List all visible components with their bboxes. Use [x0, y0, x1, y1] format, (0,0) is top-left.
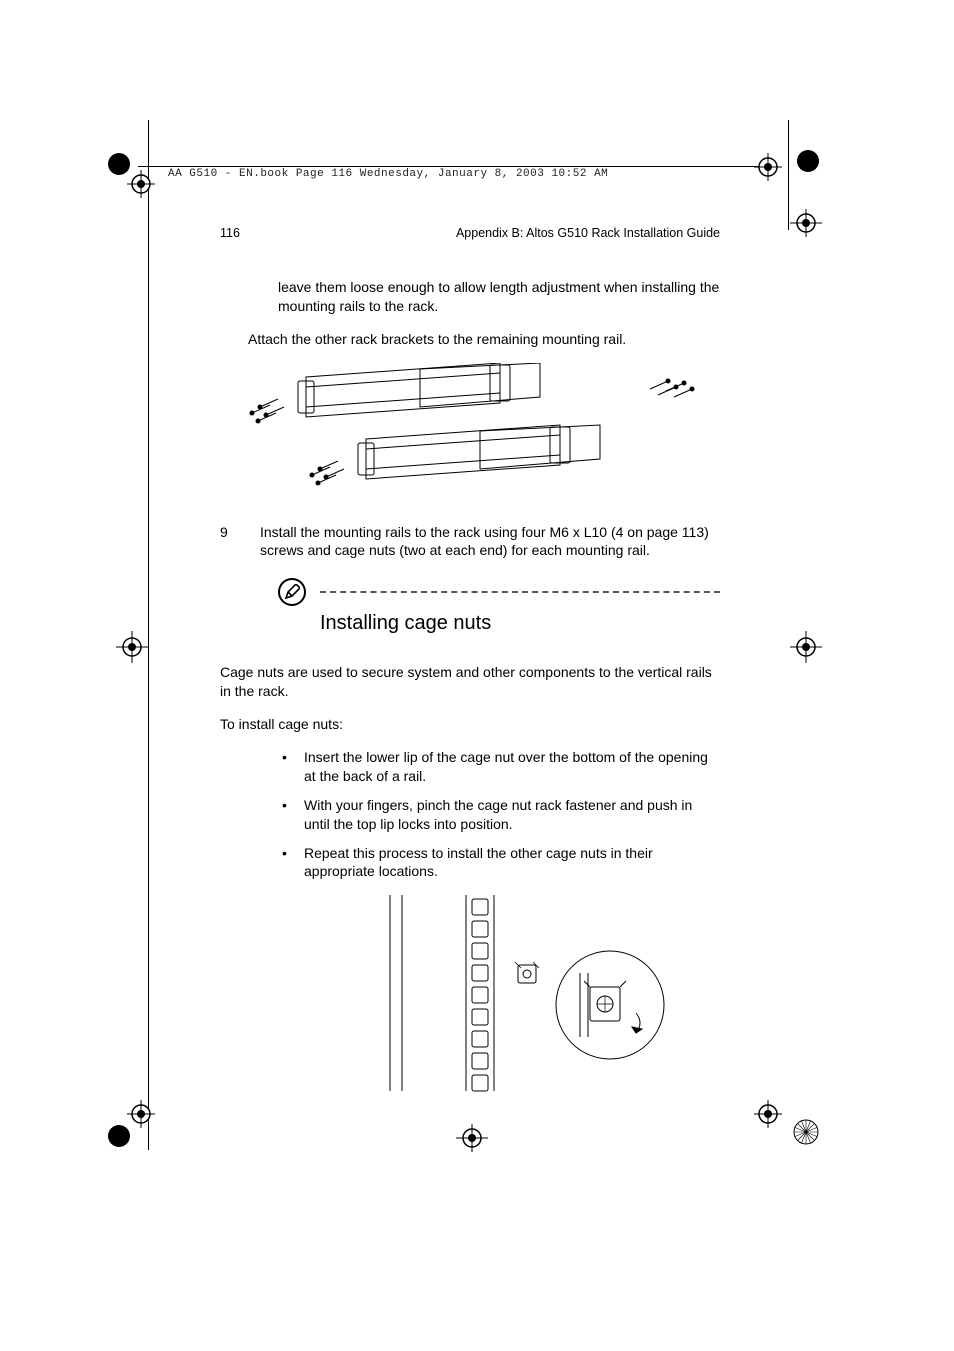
- reg-mark-mr: [786, 623, 846, 673]
- dashed-rule: [320, 591, 720, 593]
- pencil-icon: [278, 578, 306, 606]
- page: AA G510 - EN.book Page 116 Wednesday, Ja…: [0, 0, 954, 1351]
- appendix-title: Appendix B: Altos G510 Rack Installation…: [456, 225, 720, 242]
- bullet-list: Insert the lower lip of the cage nut ove…: [220, 748, 720, 881]
- para-continuation: leave them loose enough to allow length …: [220, 278, 720, 316]
- step-text: Install the mounting rails to the rack u…: [260, 523, 720, 561]
- reg-mark-tr: [750, 149, 830, 209]
- reg-mark-bl: [95, 1090, 155, 1150]
- header-bookline: AA G510 - EN.book Page 116 Wednesday, Ja…: [168, 168, 608, 180]
- reg-mark-br: [750, 1090, 840, 1160]
- note-divider: [278, 578, 720, 606]
- list-item: Insert the lower lip of the cage nut ove…: [278, 748, 720, 786]
- page-number: 116: [220, 225, 240, 242]
- para-attach: Attach the other rack brackets to the re…: [220, 330, 720, 349]
- reg-mark-ml: [98, 623, 158, 673]
- reg-mark-tr2: [786, 205, 846, 245]
- reg-mark-bc: [442, 1120, 502, 1160]
- list-item: With your fingers, pinch the cage nut ra…: [278, 796, 720, 834]
- para-cage-desc: Cage nuts are used to secure system and …: [220, 663, 720, 701]
- step-number: 9: [220, 523, 234, 561]
- para-to-install: To install cage nuts:: [220, 715, 720, 734]
- running-head: 116 Appendix B: Altos G510 Rack Installa…: [220, 225, 720, 242]
- reg-mark-tl: [95, 150, 155, 210]
- subhead-cage-nuts: Installing cage nuts: [320, 610, 720, 637]
- header-rule: [138, 166, 778, 167]
- step-9: 9 Install the mounting rails to the rack…: [220, 523, 720, 561]
- list-item: Repeat this process to install the other…: [278, 844, 720, 882]
- content-area: 116 Appendix B: Altos G510 Rack Installa…: [220, 225, 720, 1115]
- figure-rails: [220, 363, 720, 503]
- figure-cage-nut: [280, 895, 720, 1095]
